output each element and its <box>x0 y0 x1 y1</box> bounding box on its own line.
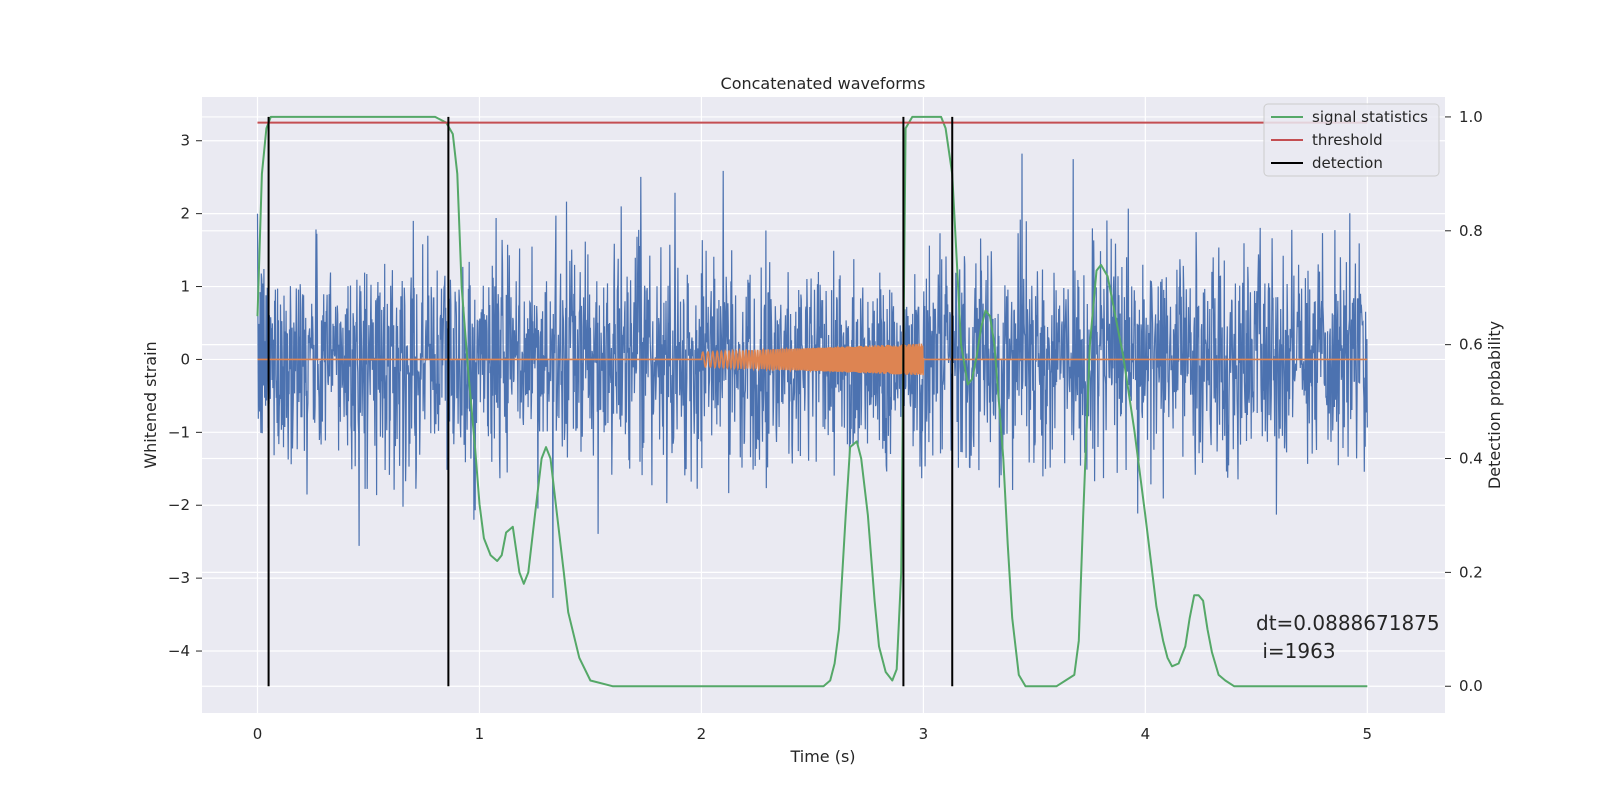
y-right-tick-label: 0.2 <box>1459 563 1483 581</box>
y-left-tick-label: 1 <box>180 278 190 296</box>
y-left-axis-title: Whitened strain <box>141 341 160 468</box>
legend-label-signal-statistics: signal statistics <box>1312 108 1428 126</box>
y-left-tick-label: −3 <box>168 569 190 587</box>
x-tick-label: 1 <box>475 725 485 743</box>
x-tick-label: 0 <box>253 725 263 743</box>
y-left-tick-label: −4 <box>168 642 190 660</box>
annotation-i: i=1963 <box>1256 639 1336 663</box>
y-right-tick-labels: 1.0 0.8 0.6 0.4 0.2 0.0 <box>1445 108 1483 695</box>
y-right-tick-label: 1.0 <box>1459 108 1483 126</box>
strain-series <box>256 153 1368 598</box>
y-left-tick-label: 0 <box>180 350 190 368</box>
y-right-tick-label: 0.0 <box>1459 677 1483 695</box>
legend-box <box>1263 103 1440 177</box>
y-right-tick-label: 0.6 <box>1459 336 1483 354</box>
y-left-tick-label: −1 <box>168 423 190 441</box>
x-tick-labels: 0 1 2 3 4 5 <box>253 725 1372 743</box>
legend-label-detection: detection <box>1312 154 1383 172</box>
legend-label-threshold: threshold <box>1312 131 1383 149</box>
x-tick-label: 2 <box>697 725 707 743</box>
injected-signal-series <box>257 343 1368 376</box>
y-right-tick-label: 0.8 <box>1459 222 1483 240</box>
legend: signal statistics threshold detection <box>1263 103 1440 177</box>
x-tick-label: 4 <box>1141 725 1151 743</box>
y-right-axis-title: Detection probability <box>1485 321 1504 489</box>
annotation-dt: dt=0.0888671875 <box>1256 611 1440 635</box>
chart-title: Concatenated waveforms <box>721 74 926 93</box>
chirp-line <box>257 343 1368 376</box>
y-left-tick-label: 2 <box>180 205 190 223</box>
x-tick-label: 5 <box>1363 725 1373 743</box>
y-right-tick-label: 0.4 <box>1459 450 1483 468</box>
detection-series <box>267 116 954 687</box>
grid <box>202 97 1445 713</box>
x-tick-label: 3 <box>919 725 929 743</box>
signal-statistics-series <box>256 115 1368 688</box>
y-left-tick-labels: 3 2 1 0 −1 −2 −3 −4 <box>168 132 202 660</box>
x-axis-title: Time (s) <box>789 747 855 766</box>
y-left-tick-label: −2 <box>168 496 190 514</box>
signal-statistics-line <box>256 115 1368 688</box>
y-left-tick-label: 3 <box>180 132 190 150</box>
strain-line <box>256 153 1368 598</box>
